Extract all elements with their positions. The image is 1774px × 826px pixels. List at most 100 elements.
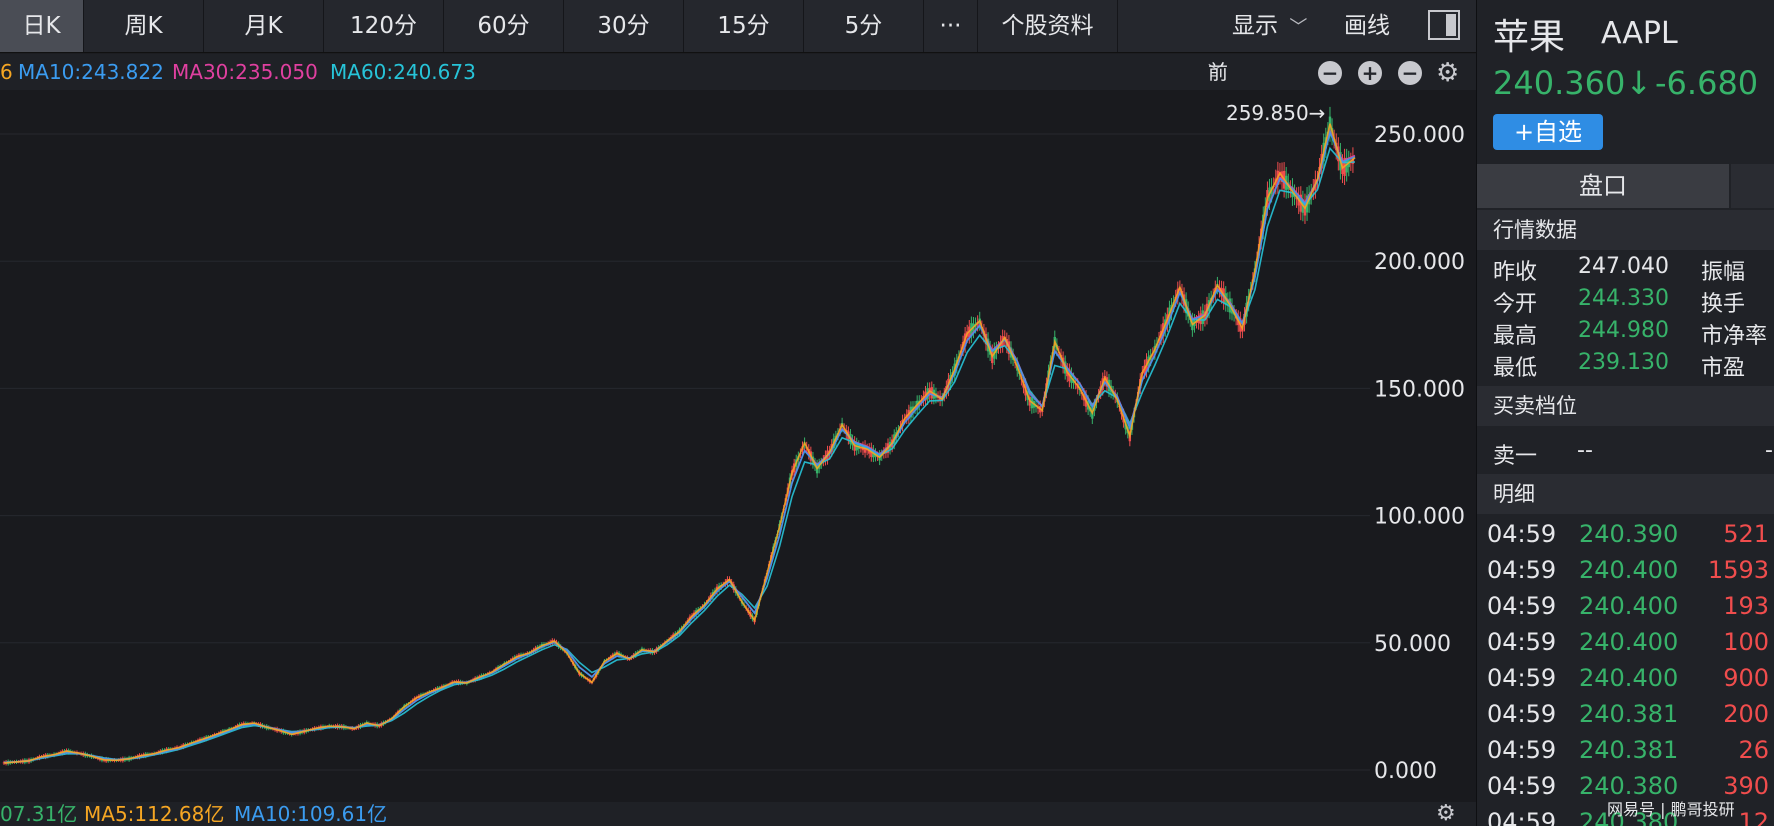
- tab-order-book[interactable]: 盘口: [1477, 164, 1729, 208]
- market-data-header: 行情数据: [1477, 210, 1774, 250]
- tab-monthly-k[interactable]: 月K: [204, 0, 324, 52]
- trade-price: 240.400: [1579, 592, 1679, 620]
- order-book-header: 买卖档位: [1477, 386, 1774, 426]
- trade-volume: 521: [1723, 520, 1769, 548]
- tab-30min[interactable]: 30分: [564, 0, 684, 52]
- trade-time: 04:59: [1487, 664, 1557, 692]
- trade-price: 240.380: [1579, 808, 1679, 826]
- y-tick-label: 250.000: [1374, 123, 1465, 148]
- vol-ma5-value: MA5:112.68亿: [84, 802, 225, 826]
- market-data-label: 今开: [1493, 292, 1538, 317]
- ma10-line: [3, 130, 1356, 764]
- trade-time: 04:59: [1487, 556, 1557, 584]
- market-data-value: 239.130: [1578, 350, 1669, 375]
- volume-indicator-row: 07.31亿 MA5:112.68亿 MA10:109.61亿 ⚙: [0, 802, 1476, 826]
- trade-volume: 200: [1723, 700, 1769, 728]
- trade-time: 04:59: [1487, 520, 1557, 548]
- price-change: -6.680: [1655, 64, 1759, 102]
- sell1-label: 卖一: [1493, 444, 1538, 469]
- quote-panel: 苹果 AAPL 240.360↓ -6.680 +自选 盘口 行情数据 昨收 2…: [1477, 0, 1774, 826]
- ma60-line: [3, 146, 1356, 764]
- trade-row: 04:59 240.381 26: [1477, 736, 1774, 768]
- tab-15min[interactable]: 15分: [684, 0, 804, 52]
- market-data-right-label: 振幅: [1701, 260, 1746, 285]
- zoom-out-icon[interactable]: −: [1318, 61, 1342, 85]
- tab-5min[interactable]: 5分: [804, 0, 924, 52]
- panel-divider: [1476, 0, 1477, 826]
- trade-volume: 1593: [1707, 556, 1769, 584]
- period-tabs: 日K 周K 月K 120分 60分 30分 15分 5分 ··· 个股资料 显示…: [0, 0, 1476, 53]
- tab-120min[interactable]: 120分: [324, 0, 444, 52]
- trade-row: 04:59 240.390 521: [1477, 520, 1774, 552]
- market-data-right-label: 市盈: [1701, 356, 1746, 381]
- gear-icon[interactable]: ⚙: [1436, 802, 1456, 826]
- trade-volume: 390: [1723, 772, 1769, 800]
- market-data-right-label: 市净率: [1701, 324, 1768, 349]
- ma-indicator-row: 6 MA10:243.822 MA30:235.050 MA60:240.673…: [0, 54, 1476, 156]
- tab-stock-profile[interactable]: 个股资料: [978, 0, 1118, 52]
- trade-price: 240.380: [1579, 772, 1679, 800]
- market-data-label: 昨收: [1493, 260, 1538, 285]
- ma5-line: [3, 123, 1356, 764]
- ma10-value: MA10:243.822: [18, 60, 164, 84]
- vol-ma10-value: MA10:109.61亿: [234, 802, 388, 826]
- trade-price: 240.400: [1579, 556, 1679, 584]
- current-price: 240.360↓: [1493, 64, 1653, 102]
- panel-toggle-icon[interactable]: [1428, 10, 1460, 40]
- tab-daily-k[interactable]: 日K: [0, 0, 84, 52]
- chevron-down-icon: ﹀: [1208, 62, 1225, 81]
- trade-price: 240.400: [1579, 628, 1679, 656]
- display-dropdown[interactable]: 显示 ﹀: [1232, 0, 1307, 52]
- tab-weekly-k[interactable]: 周K: [84, 0, 204, 52]
- trades-header: 明细: [1477, 474, 1774, 514]
- y-tick-label: 0.000: [1374, 759, 1437, 784]
- ma30-line: [3, 129, 1356, 764]
- volume-value: 07.31亿: [0, 802, 78, 826]
- y-tick-label: 150.000: [1374, 377, 1465, 402]
- trade-time: 04:59: [1487, 700, 1557, 728]
- stock-name: 苹果: [1493, 17, 1566, 58]
- stock-ticker: AAPL: [1601, 16, 1678, 51]
- trade-price: 240.381: [1579, 700, 1679, 728]
- trade-price: 240.381: [1579, 736, 1679, 764]
- gear-icon[interactable]: ⚙: [1436, 58, 1460, 88]
- trade-time: 04:59: [1487, 592, 1557, 620]
- y-tick-label: 200.000: [1374, 250, 1465, 275]
- trade-time: 04:59: [1487, 628, 1557, 656]
- tab-60min[interactable]: 60分: [444, 0, 564, 52]
- more-periods-button[interactable]: ···: [924, 0, 978, 52]
- ma60-value: MA60:240.673: [330, 60, 476, 84]
- minimize-icon[interactable]: −: [1398, 61, 1422, 85]
- trade-row: 04:59 240.381 200: [1477, 700, 1774, 732]
- zoom-in-icon[interactable]: +: [1358, 61, 1382, 85]
- trade-volume: 12: [1738, 808, 1769, 826]
- trade-volume: 193: [1723, 592, 1769, 620]
- trade-price: 240.390: [1579, 520, 1679, 548]
- ma30-value: MA30:235.050: [172, 60, 318, 84]
- chevron-down-icon: ﹀: [1289, 17, 1308, 38]
- market-data-label: 最高: [1493, 324, 1538, 349]
- trade-time: 04:59: [1487, 736, 1557, 764]
- trade-row: 04:59 240.400 1593: [1477, 556, 1774, 588]
- trade-time: 04:59: [1487, 772, 1557, 800]
- tab-other[interactable]: [1731, 164, 1774, 208]
- add-watchlist-button[interactable]: +自选: [1493, 114, 1603, 150]
- trade-time: 04:59: [1487, 808, 1557, 826]
- market-data-label: 最低: [1493, 356, 1538, 381]
- market-data-right-label: 换手: [1701, 292, 1746, 317]
- draw-lines-button[interactable]: 画线: [1344, 13, 1390, 39]
- trade-row: 04:59 240.400 900: [1477, 664, 1774, 696]
- display-label: 显示: [1232, 13, 1278, 39]
- kline-chart-svg: 250.000 200.000 150.000 100.000 50.000 0.000 2…: [0, 101, 1465, 784]
- market-data-value: 244.980: [1578, 318, 1669, 343]
- trade-volume: 26: [1738, 736, 1769, 764]
- market-data-value: 244.330: [1578, 286, 1669, 311]
- market-data-value: 247.040: [1578, 254, 1669, 279]
- y-tick-label: 50.000: [1374, 632, 1451, 657]
- trade-volume: 100: [1723, 628, 1769, 656]
- trade-row: 04:59 240.400 193: [1477, 592, 1774, 624]
- max-price-marker: 259.850→: [1226, 101, 1325, 125]
- trade-row: 04:59 240.380 390: [1477, 772, 1774, 804]
- trade-volume: 900: [1723, 664, 1769, 692]
- kline-chart[interactable]: 250.000 200.000 150.000 100.000 50.000 0.000 2…: [0, 90, 1476, 802]
